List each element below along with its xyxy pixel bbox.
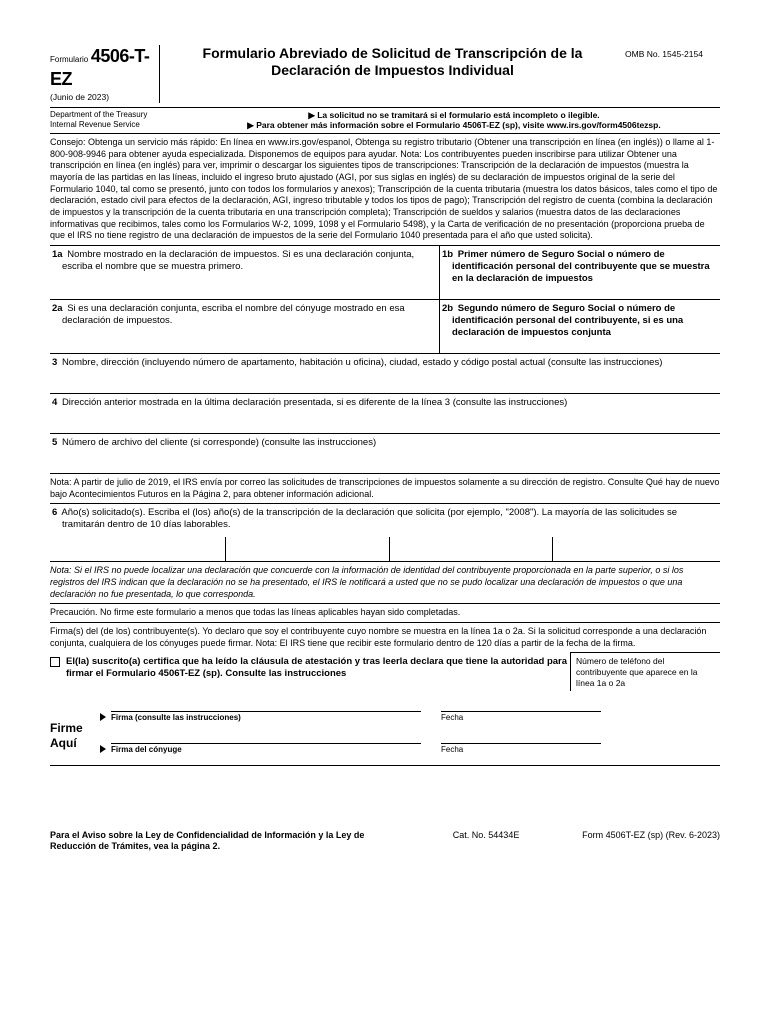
line-num-3: 3 bbox=[52, 357, 57, 369]
line-num-1a: 1a bbox=[52, 249, 63, 261]
cell-4[interactable]: 4 Dirección anterior mostrada en la últi… bbox=[50, 394, 720, 433]
sig1-label: Firma (consulte las instrucciones) bbox=[111, 713, 241, 722]
precaucion-block: Precaución. No firme este formulario a m… bbox=[50, 604, 720, 623]
date-field-1[interactable]: Fecha bbox=[441, 711, 601, 723]
arrow-icon bbox=[100, 745, 106, 753]
phone-box[interactable]: Número de teléfono del contribuyente que… bbox=[570, 652, 720, 691]
row-2: 2a Si es una declaración conjunta, escri… bbox=[50, 300, 720, 354]
row-3: 3 Nombre, dirección (incluyendo número d… bbox=[50, 354, 720, 394]
signature-field[interactable]: Firma (consulte las instrucciones) bbox=[111, 711, 421, 723]
date-field-2[interactable]: Fecha bbox=[441, 743, 601, 755]
line-num-6: 6 bbox=[52, 507, 57, 519]
cell-1b[interactable]: 1b Primer número de Seguro Social o núme… bbox=[440, 246, 720, 299]
consejo-block: Consejo: Obtenga un servicio más rápido:… bbox=[50, 134, 720, 246]
sign-here-label: Firme Aquí bbox=[50, 691, 100, 755]
dept-line-1: Department of the Treasury bbox=[50, 110, 188, 120]
cell-1a[interactable]: 1a Nombre mostrado en la declaración de … bbox=[50, 246, 440, 299]
signature-area: Firme Aquí Firma (consulte las instrucci… bbox=[50, 691, 720, 766]
instruction-2: ▶ Para obtener más información sobre el … bbox=[247, 120, 660, 130]
header-mid: Formulario Abreviado de Solicitud de Tra… bbox=[160, 45, 625, 103]
cell-2a[interactable]: 2a Si es una declaración conjunta, escri… bbox=[50, 300, 440, 353]
aqui-label: Aquí bbox=[50, 736, 100, 751]
cert-text: El(la) suscrito(a) certifica que ha leíd… bbox=[66, 656, 567, 679]
form-title: Formulario Abreviado de Solicitud de Tra… bbox=[168, 45, 617, 79]
cell-5[interactable]: 5 Número de archivo del cliente (si corr… bbox=[50, 434, 720, 473]
phone-label: Número de teléfono del contribuyente que… bbox=[576, 656, 697, 687]
cell-2b[interactable]: 2b Segundo número de Seguro Social o núm… bbox=[440, 300, 720, 353]
instruction-1: ▶ La solicitud no se tramitará si el for… bbox=[308, 110, 599, 120]
formulario-label: Formulario bbox=[50, 55, 88, 64]
header-left: Formulario 4506-T-EZ (Junio de 2023) bbox=[50, 45, 160, 103]
line-1b-text: Primer número de Seguro Social o número … bbox=[452, 249, 710, 284]
cert-checkbox[interactable] bbox=[50, 657, 60, 667]
sign-line-2: Firma del cónyuge Fecha bbox=[100, 743, 720, 755]
header-instructions: ▶ La solicitud no se tramitará si el for… bbox=[188, 108, 720, 133]
year-box-1[interactable] bbox=[62, 537, 226, 561]
arrow-icon bbox=[100, 713, 106, 721]
signature-lines: Firma (consulte las instrucciones) Fecha… bbox=[100, 691, 720, 755]
cert-checkbox-row: El(la) suscrito(a) certifica que ha leíd… bbox=[50, 652, 570, 691]
line-2a-text: Si es una declaración conjunta, escriba … bbox=[62, 303, 405, 326]
date-label-1: Fecha bbox=[441, 713, 463, 722]
line-1a-text: Nombre mostrado en la declaración de imp… bbox=[62, 249, 414, 272]
year-box-4[interactable] bbox=[553, 537, 716, 561]
firme-label: Firme bbox=[50, 721, 100, 736]
form-date: (Junio de 2023) bbox=[50, 92, 153, 103]
row-1: 1a Nombre mostrado en la declaración de … bbox=[50, 246, 720, 300]
subheader: Department of the Treasury Internal Reve… bbox=[50, 108, 720, 134]
line-num-2a: 2a bbox=[52, 303, 63, 315]
department-info: Department of the Treasury Internal Reve… bbox=[50, 108, 188, 133]
line-3-text: Nombre, dirección (incluyendo número de … bbox=[62, 357, 662, 368]
row-6: 6 Año(s) solicitado(s). Escriba el (los)… bbox=[50, 504, 720, 562]
spouse-signature-field[interactable]: Firma del cónyuge bbox=[111, 743, 421, 755]
nota-2: Nota: Si el IRS no puede localizar una d… bbox=[50, 562, 720, 604]
line-num-2b: 2b bbox=[442, 303, 453, 315]
line-num-1b: 1b bbox=[442, 249, 453, 261]
year-boxes bbox=[62, 537, 716, 561]
line-num-5: 5 bbox=[52, 437, 57, 449]
cat-number: Cat. No. 54434E bbox=[453, 830, 520, 853]
line-2b-text: Segundo número de Seguro Social o número… bbox=[452, 303, 683, 338]
cert-row: El(la) suscrito(a) certifica que ha leíd… bbox=[50, 652, 720, 691]
year-box-2[interactable] bbox=[226, 537, 390, 561]
dept-line-2: Internal Revenue Service bbox=[50, 120, 188, 130]
line-4-text: Dirección anterior mostrada en la última… bbox=[62, 397, 567, 408]
sign-line-1: Firma (consulte las instrucciones) Fecha bbox=[100, 711, 720, 723]
page-footer: Para el Aviso sobre la Ley de Confidenci… bbox=[50, 826, 720, 853]
cell-6: 6 Año(s) solicitado(s). Escriba el (los)… bbox=[50, 504, 720, 561]
form-number: 4506-T-EZ bbox=[50, 46, 149, 89]
firmas-block: Firma(s) del (de los) contribuyente(s). … bbox=[50, 623, 720, 652]
form-header: Formulario 4506-T-EZ (Junio de 2023) For… bbox=[50, 45, 720, 108]
line-6-text: Año(s) solicitado(s). Escriba el (los) a… bbox=[61, 507, 677, 530]
row-5: 5 Número de archivo del cliente (si corr… bbox=[50, 434, 720, 474]
line-5-text: Número de archivo del cliente (si corres… bbox=[62, 437, 376, 448]
sig2-label: Firma del cónyuge bbox=[111, 745, 182, 754]
line-num-4: 4 bbox=[52, 397, 57, 409]
cell-3[interactable]: 3 Nombre, dirección (incluyendo número d… bbox=[50, 354, 720, 393]
omb-number: OMB No. 1545-2154 bbox=[625, 45, 720, 103]
nota-1: Nota: A partir de julio de 2019, el IRS … bbox=[50, 474, 720, 504]
date-label-2: Fecha bbox=[441, 745, 463, 754]
form-rev: Form 4506T-EZ (sp) (Rev. 6-2023) bbox=[582, 830, 720, 853]
year-box-3[interactable] bbox=[390, 537, 554, 561]
row-4: 4 Dirección anterior mostrada en la últi… bbox=[50, 394, 720, 434]
footer-left: Para el Aviso sobre la Ley de Confidenci… bbox=[50, 830, 390, 853]
